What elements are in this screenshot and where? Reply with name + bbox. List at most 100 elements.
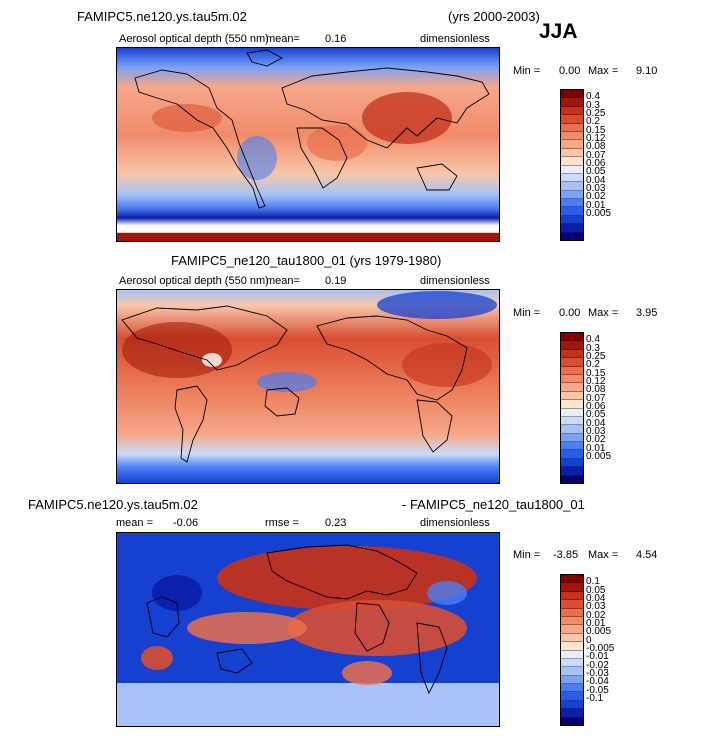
colorbar-swatch [561,650,583,659]
colorbar-swatch [561,366,583,375]
colorbar-swatch [561,700,583,710]
colorbar-swatch [561,408,583,417]
colorbar-tick-label: 0.25 [586,108,606,119]
panel3-min-value: -3.85 [553,549,579,561]
colorbar-tick-label: 0.12 [586,133,606,144]
colorbar-tick-label: 0.07 [586,149,606,161]
colorbar-swatch [561,416,583,426]
colorbar-swatch [561,123,583,132]
colorbar-swatch [561,341,583,350]
colorbar-swatch [561,148,583,158]
panel2-mean-value: 0.19 [325,275,347,287]
colorbar-tick-label: 0.005 [586,451,612,462]
colorbar-swatch [561,106,583,116]
colorbar-tick-label: 0.3 [586,99,600,111]
colorbar-swatch [561,475,583,484]
colorbar-swatch [561,333,583,342]
colorbar-swatch [561,173,583,183]
colorbar-swatch [561,391,583,401]
panel2-max-label: Max = [588,307,619,319]
panel2-max-value: 3.95 [636,307,658,319]
colorbar-swatch [561,383,583,392]
colorbar-tick-label: 0.01 [586,442,606,454]
panel1-max-value: 9.10 [636,65,658,77]
colorbar-swatch [561,157,583,166]
colorbar-swatch [561,642,583,651]
colorbar-swatch [561,675,583,685]
colorbar-tick-label: 0.06 [586,401,606,412]
colorbar-swatch [561,207,583,216]
panel3-min-label: Min = [513,549,541,561]
colorbar-swatch [561,349,583,359]
colorbar-swatch [561,467,583,476]
colorbar-tick-label: -0.005 [586,643,615,654]
colorbar-tick-label: 0.12 [586,376,606,387]
colorbar-swatch [561,165,583,174]
colorbar-tick-label: 0.25 [586,351,606,362]
colorbar-tick-label: 0.03 [586,601,606,613]
colorbar-swatch [561,425,583,434]
colorbar-swatch [561,374,583,384]
colorbar-tick-label: 0.005 [586,208,612,219]
colorbar-tick-label: 0.05 [586,409,606,421]
colorbar-tick-label: 0.02 [586,191,606,203]
colorbar-swatch [561,358,583,367]
colorbar-tick-label: -0.03 [586,668,609,679]
colorbar-tick-label: 0.005 [586,626,612,638]
colorbar-swatch [561,140,583,149]
panel1-min-label: Min = [513,65,541,77]
season-label: JJA [539,20,578,43]
panel3-max-label: Max = [588,549,619,561]
colorbar-tick-label: 0.01 [586,618,606,629]
colorbar-swatch [561,458,583,468]
colorbar-tick-label: 0.05 [586,166,606,178]
colorbar-swatch [561,591,583,601]
colorbar-swatch [561,98,583,107]
colorbar-tick-label: 0.04 [586,174,606,186]
panel1-mean-value: 0.16 [325,33,347,45]
colorbar-swatch [561,433,583,443]
colorbar-swatch [561,600,583,609]
colorbar-tick-label: -0.05 [586,684,609,696]
panel1-min-value: 0.00 [559,65,581,77]
colorbar-tick-label: 0.4 [586,334,600,346]
colorbar-swatch [561,625,583,634]
panel2-min-value: 0.00 [559,307,581,319]
colorbar-tick-label: -0.01 [586,651,609,663]
colorbar-swatch [561,442,583,451]
colorbar-swatch [561,450,583,459]
colorbar-tick-label: 0.15 [586,124,606,136]
colorbar-swatch [561,633,583,643]
colorbar-swatch [561,658,583,668]
panel2-title: Aerosol optical depth (550 nm) [119,275,269,287]
colorbar-tick-label: 0.06 [586,158,606,169]
panel2-min-label: Min = [513,307,541,319]
colorbar-swatch [561,709,583,718]
panel3-mean-label: mean = [116,517,153,529]
colorbar-tick-label: 0.2 [586,359,600,371]
colorbar-tick-label: 0 [586,634,592,646]
colorbar-swatch [561,583,583,592]
colorbar-tick-label: 0.04 [586,593,606,604]
colorbar-swatch [561,90,583,99]
colorbar-tick-label: 0.1 [586,576,600,588]
panel2-map [116,289,500,484]
panel1-units: dimensionless [420,33,490,45]
colorbar-tick-label: 0.03 [586,426,606,437]
colorbar-tick-label: -0.02 [586,659,609,671]
colorbar-swatch [561,190,583,200]
figure-header-left: FAMIPC5.ne120.ys.tau5m.02 [77,9,247,24]
colorbar-swatch [561,692,583,701]
panel3-mean-value: -0.06 [173,517,199,529]
colorbar-tick-label: 0.05 [586,584,606,596]
colorbar-swatch [561,717,583,726]
panel2-units: dimensionless [420,275,490,287]
panel2-colorbar [560,332,584,484]
panel3-units: dimensionless [420,517,490,529]
panel1-max-label: Max = [588,65,619,77]
colorbar-swatch [561,131,583,141]
figure-header-right: (yrs 2000-2003) [448,9,540,24]
colorbar-swatch [561,575,583,584]
colorbar-swatch [561,684,583,693]
panel3-header-left: FAMIPC5.ne120.ys.tau5m.02 [28,497,198,512]
